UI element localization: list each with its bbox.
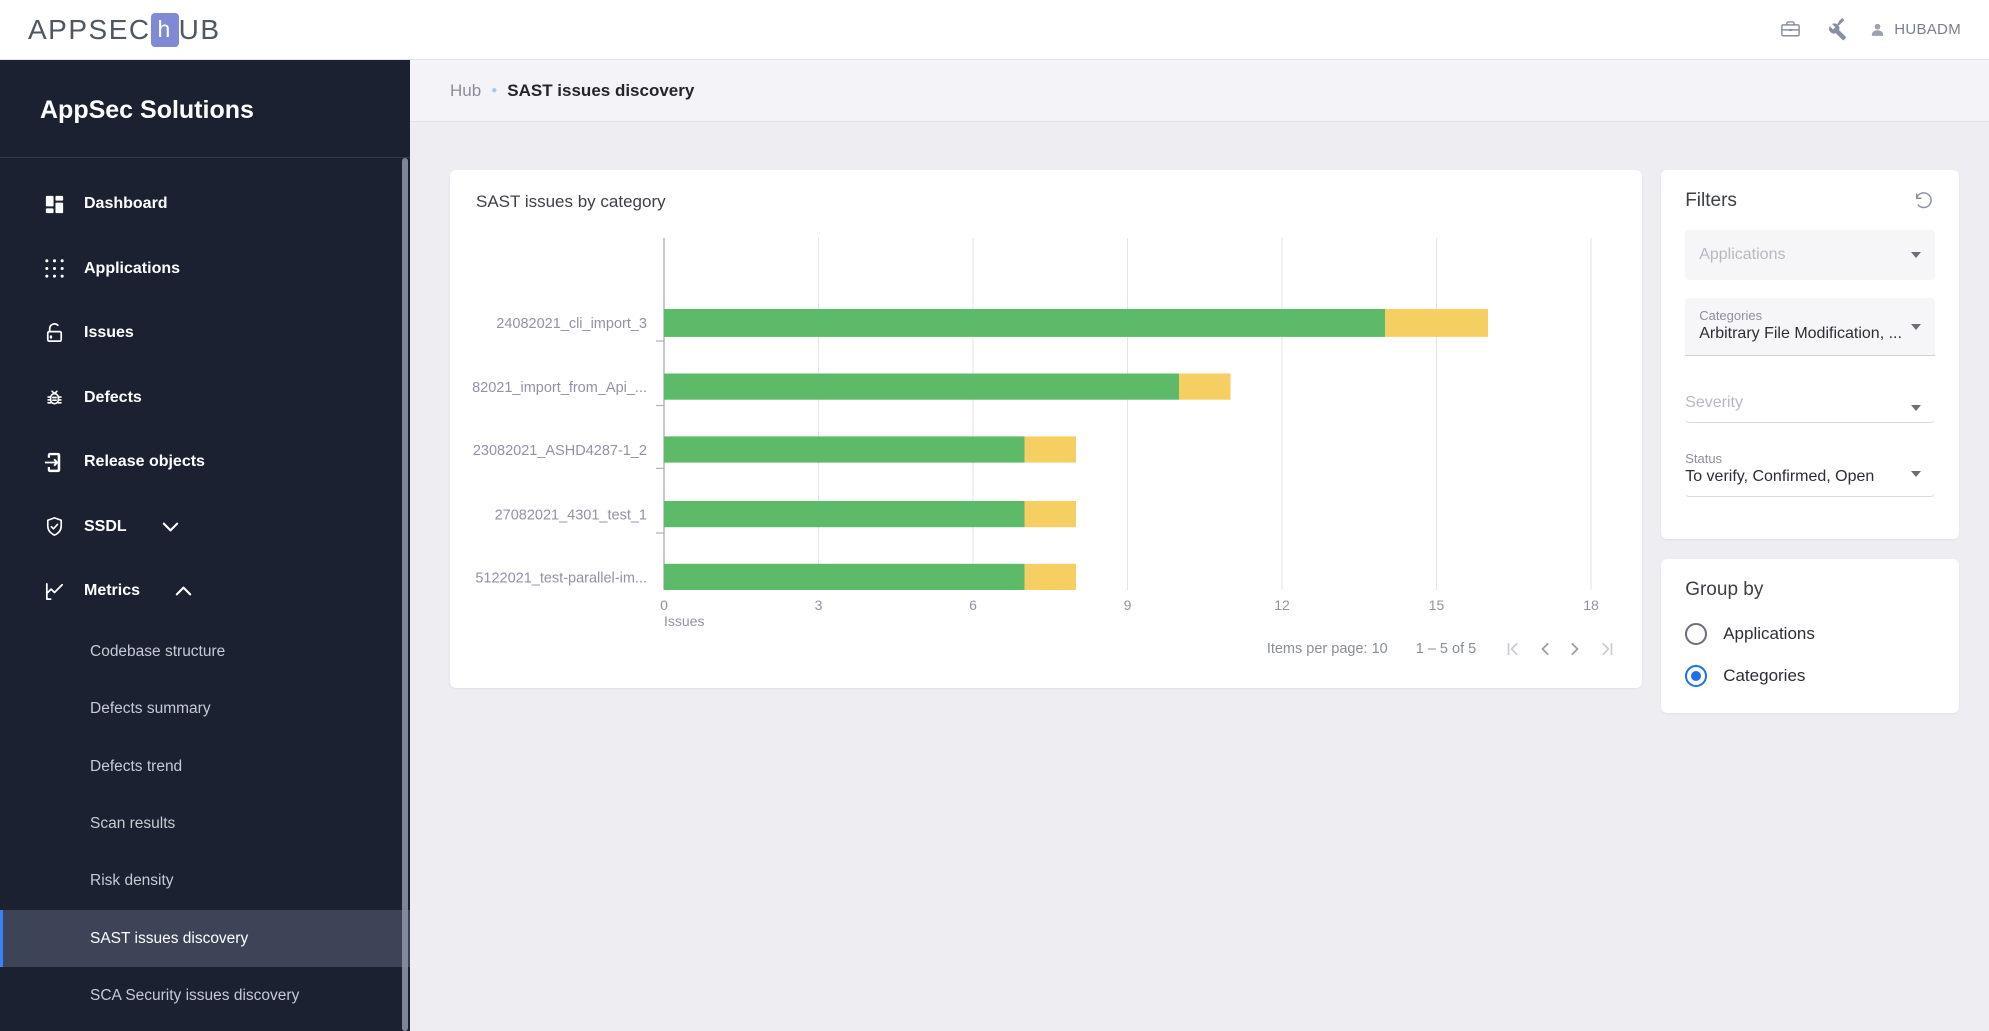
svg-text:5122021_test-parallel-im...: 5122021_test-parallel-im... <box>475 571 647 587</box>
svg-text:15: 15 <box>1429 597 1445 613</box>
svg-text:24082021_cli_import_3: 24082021_cli_import_3 <box>496 316 647 332</box>
svg-text:9: 9 <box>1124 597 1132 613</box>
svg-text:82021_import_from_Api_...: 82021_import_from_Api_... <box>472 380 647 396</box>
svg-text:Issues: Issues <box>664 613 704 628</box>
svg-text:27082021_4301_test_1: 27082021_4301_test_1 <box>495 508 647 524</box>
svg-text:6: 6 <box>969 597 977 613</box>
svg-text:0: 0 <box>660 597 668 613</box>
svg-text:12: 12 <box>1274 597 1290 613</box>
svg-text:18: 18 <box>1583 597 1599 613</box>
svg-text:23082021_ASHD4287-1_2: 23082021_ASHD4287-1_2 <box>473 443 647 459</box>
svg-text:3: 3 <box>815 597 823 613</box>
